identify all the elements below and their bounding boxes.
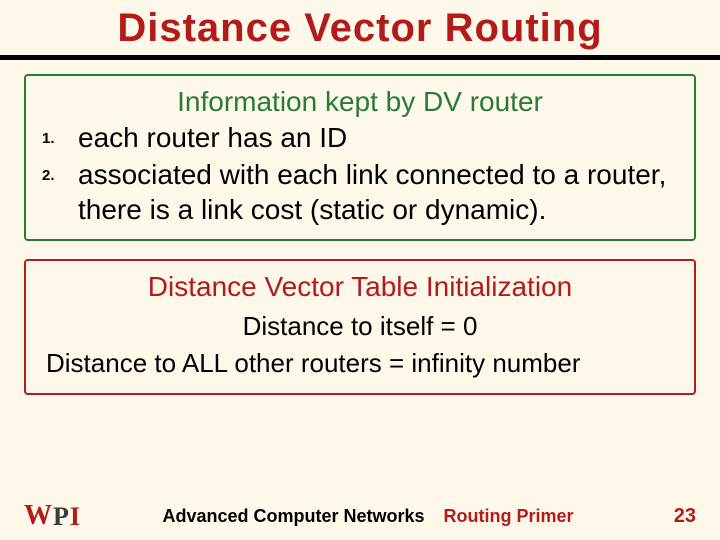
topic-name: Routing Primer	[444, 506, 574, 526]
list-item: 2. associated with each link connected t…	[42, 157, 678, 227]
list-number: 1.	[42, 120, 78, 147]
content-area: Information kept by DV router 1. each ro…	[0, 60, 720, 395]
list-item: 1. each router has an ID	[42, 120, 678, 155]
info-box: Information kept by DV router 1. each ro…	[24, 74, 696, 241]
init-box-heading: Distance Vector Table Initialization	[42, 271, 678, 303]
course-name: Advanced Computer Networks	[162, 506, 424, 526]
slide-title: Distance Vector Routing	[0, 6, 720, 51]
logo-p: P	[53, 504, 69, 530]
title-bar: Distance Vector Routing	[0, 0, 720, 55]
footer: W P I Advanced Computer Networks Routing…	[0, 502, 720, 530]
list-number: 2.	[42, 157, 78, 184]
page-number: 23	[656, 505, 696, 528]
info-box-heading: Information kept by DV router	[42, 86, 678, 118]
wpi-logo: W P I	[24, 502, 80, 530]
list-text: each router has an ID	[78, 120, 678, 155]
logo-i: I	[70, 504, 80, 530]
list-text: associated with each link connected to a…	[78, 157, 678, 227]
logo-w: W	[24, 502, 52, 530]
footer-text: Advanced Computer Networks Routing Prime…	[80, 506, 656, 527]
init-line-1: Distance to itself = 0	[42, 311, 678, 342]
init-box: Distance Vector Table Initialization Dis…	[24, 259, 696, 395]
init-line-2: Distance to ALL other routers = infinity…	[42, 348, 678, 379]
